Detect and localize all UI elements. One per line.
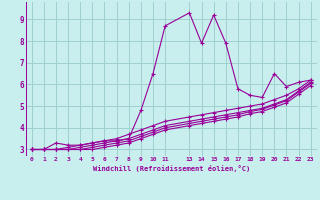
X-axis label: Windchill (Refroidissement éolien,°C): Windchill (Refroidissement éolien,°C)	[92, 165, 250, 172]
